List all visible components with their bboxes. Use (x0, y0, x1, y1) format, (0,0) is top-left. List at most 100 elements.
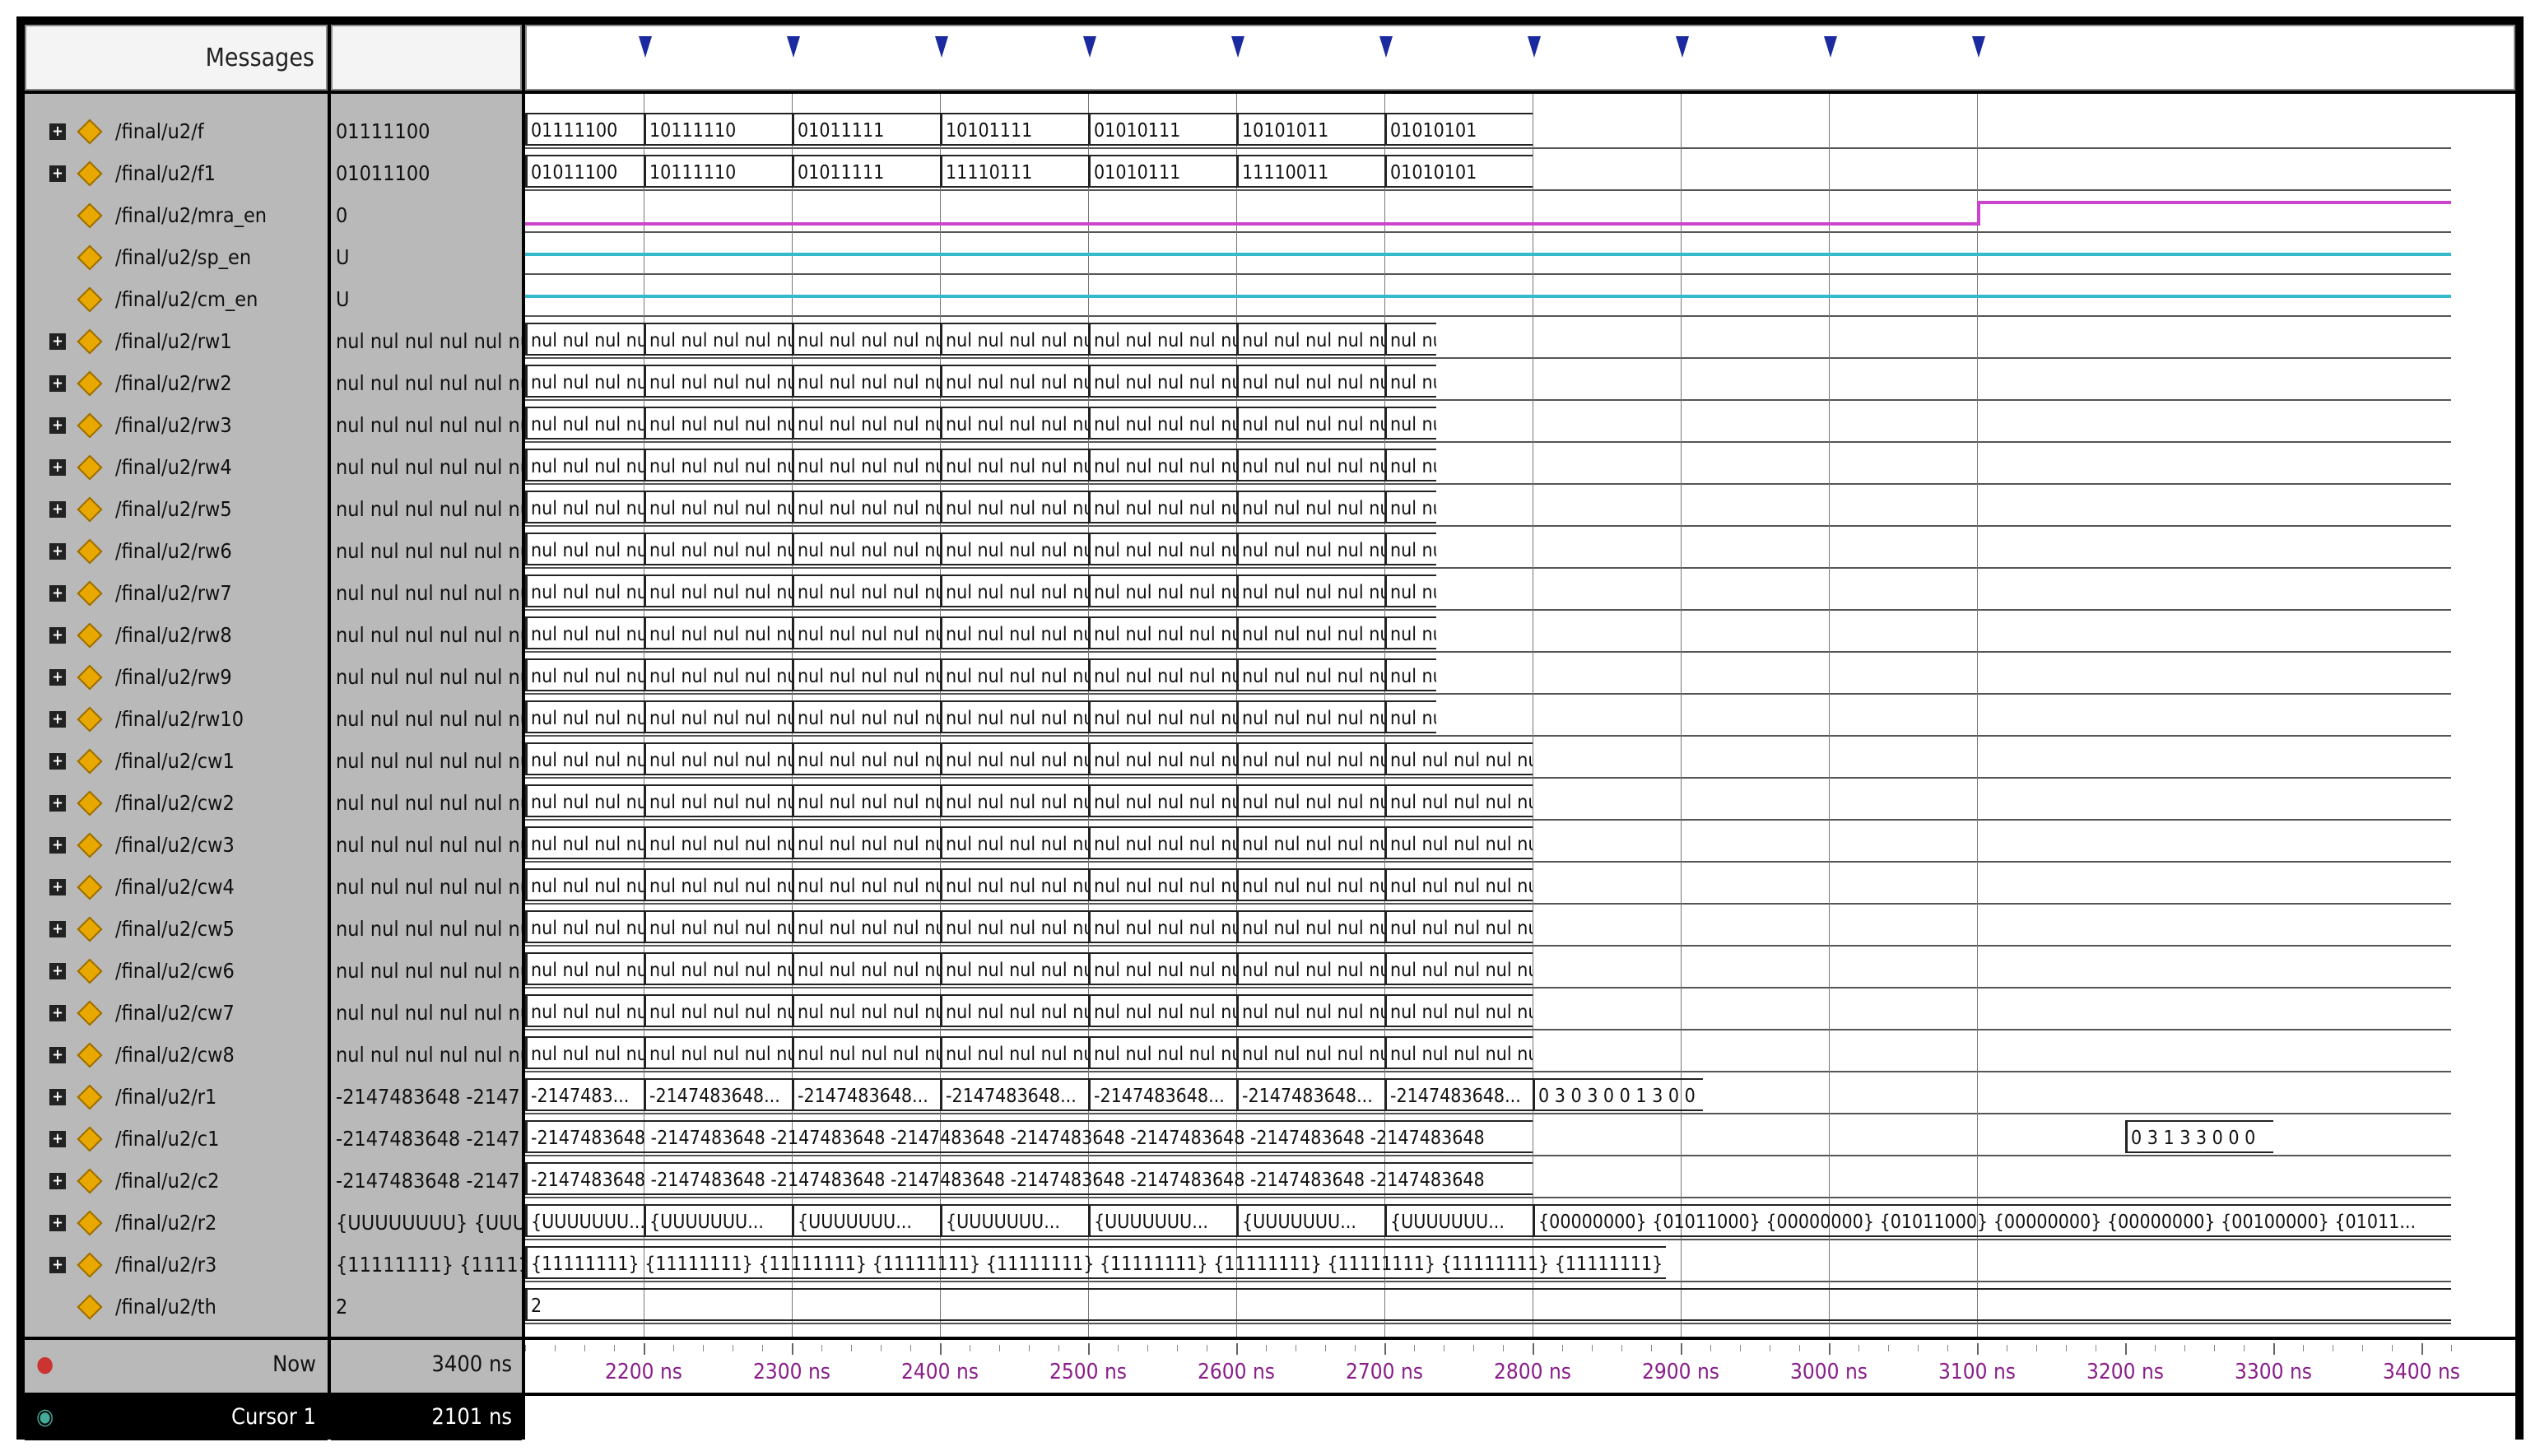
signal-row[interactable]: + /final/u2/rw6 (25, 530, 328, 572)
marker-triangle-icon[interactable] (1824, 36, 1837, 58)
signal-row[interactable]: + /final/u2/rw4 (25, 446, 328, 488)
signal-row[interactable]: + /final/u2/c2 (25, 1160, 328, 1202)
expand-icon[interactable]: + (49, 333, 66, 350)
grid-line (1681, 94, 1682, 1337)
signal-row[interactable]: + /final/u2/rw7 (25, 572, 328, 614)
expand-icon[interactable]: + (49, 836, 66, 854)
time-axis[interactable]: 2200 ns 2300 ns 2400 ns 2500 ns 2600 ns 2700 … (525, 1340, 2515, 1393)
rw-nul-segment: nul nul nul nul nul (525, 323, 644, 356)
signal-row[interactable]: + /final/u2/r3 (25, 1244, 328, 1286)
signal-value: nul nul nul nul nul nul (336, 917, 522, 941)
signal-row[interactable]: + /final/u2/c1 (25, 1118, 328, 1160)
marker-triangle-icon[interactable] (1083, 36, 1096, 58)
expand-icon[interactable]: + (49, 1130, 66, 1147)
signal-row[interactable]: + /final/u2/cw2 (25, 782, 328, 824)
major-tick (1533, 1343, 1534, 1355)
cw-nul-segment: nul nul nul nul nul (1236, 868, 1384, 901)
expand-icon[interactable]: + (49, 500, 66, 518)
signal-row[interactable]: + /final/u2/cw4 (25, 866, 328, 908)
marker-triangle-icon[interactable] (1379, 36, 1393, 58)
cw-nul-segment: nul nul nul nul nul (940, 742, 1088, 775)
expand-icon[interactable]: + (49, 920, 66, 937)
cursor-time-strip[interactable] (525, 1396, 2515, 1440)
expand-icon[interactable]: + (49, 458, 66, 476)
rw-nul-segment: nul nul nul nul nul (525, 533, 644, 565)
expand-icon[interactable]: + (49, 752, 66, 770)
cursor-label-cell[interactable]: ◉ Cursor 1 (25, 1396, 328, 1440)
signal-value-row: nul nul nul nul nul nul (331, 614, 522, 656)
signal-row[interactable]: /final/u2/th (25, 1286, 328, 1328)
signal-row[interactable]: + /final/u2/f1 (25, 152, 328, 194)
expand-icon[interactable]: + (49, 878, 66, 895)
f-segment: 01011111 (792, 113, 940, 146)
signal-row[interactable]: + /final/u2/cw5 (25, 908, 328, 950)
signal-row[interactable]: + /final/u2/cw8 (25, 1034, 328, 1076)
expand-icon[interactable]: + (49, 794, 66, 812)
expand-icon[interactable]: + (49, 416, 66, 434)
signal-row[interactable]: + /final/u2/cw1 (25, 740, 328, 782)
signal-row[interactable]: + /final/u2/rw2 (25, 362, 328, 404)
signal-row[interactable]: + /final/u2/r1 (25, 1076, 328, 1118)
signal-row[interactable]: + /final/u2/rw8 (25, 614, 328, 656)
cursor-lock-icon[interactable]: ◉ (36, 1404, 54, 1430)
signal-diamond-icon (77, 873, 103, 900)
signal-row[interactable]: + /final/u2/cw7 (25, 992, 328, 1034)
signal-name: /final/u2/cw5 (115, 917, 235, 941)
expand-icon[interactable]: + (49, 710, 66, 728)
expand-icon[interactable]: + (49, 123, 66, 140)
signal-row[interactable]: + /final/u2/rw5 (25, 488, 328, 530)
minor-tick (1355, 1345, 1356, 1351)
expand-icon[interactable]: + (49, 1214, 66, 1231)
signal-row[interactable]: + /final/u2/rw10 (25, 698, 328, 740)
marker-triangle-icon[interactable] (1528, 36, 1541, 58)
expand-icon[interactable]: + (49, 165, 66, 182)
signal-value: nul nul nul nul nul nul (336, 1001, 522, 1025)
waveform-pane[interactable]: 01111100 10111110 01011111 10101111 01010111… (525, 94, 2515, 1337)
expand-icon[interactable]: + (49, 1046, 66, 1063)
minor-tick (1799, 1345, 1800, 1351)
rw-nul-segment: nul nul nul nul nul (1384, 533, 1436, 565)
cw-nul-segment: nul nul nul nul nul (792, 784, 940, 817)
signal-row[interactable]: + /final/u2/cw6 (25, 950, 328, 992)
marker-triangle-icon[interactable] (1972, 36, 1985, 58)
rw-nul-segment: nul nul nul nul nul (1236, 407, 1384, 440)
expand-icon[interactable]: + (49, 584, 66, 602)
now-icon: ● (36, 1351, 54, 1377)
cw-nul-segment: nul nul nul nul nul (644, 994, 792, 1027)
expand-icon[interactable]: + (49, 668, 66, 686)
expand-icon[interactable]: + (49, 1088, 66, 1105)
wave-window: Messages + /final/u2/f + /final/u2/f1/final… (16, 16, 2524, 1440)
signal-row[interactable]: + /final/u2/f (25, 110, 328, 152)
expand-icon[interactable]: + (49, 542, 66, 560)
grid-line (1829, 94, 1830, 1337)
expand-icon[interactable]: + (49, 1172, 66, 1189)
major-tick (644, 1343, 645, 1355)
r2-segment: {UUUUUUU... (644, 1204, 792, 1237)
marker-triangle-icon[interactable] (787, 36, 800, 58)
signal-row[interactable]: /final/u2/mra_en (25, 194, 328, 236)
marker-triangle-icon[interactable] (1231, 36, 1244, 58)
signal-row[interactable]: + /final/u2/rw3 (25, 404, 328, 446)
marker-triangle-icon[interactable] (935, 36, 948, 58)
signal-row[interactable]: + /final/u2/rw1 (25, 320, 328, 362)
signal-name-pane[interactable]: + /final/u2/f + /final/u2/f1/final/u2/mra_e… (25, 94, 328, 1337)
minor-tick (1621, 1345, 1622, 1351)
signal-row[interactable]: /final/u2/cm_en (25, 278, 328, 320)
cursor-marker-bar[interactable] (525, 25, 2515, 91)
expand-icon[interactable]: + (49, 962, 66, 979)
signal-row[interactable]: /final/u2/sp_en (25, 236, 328, 278)
expand-icon[interactable]: + (49, 374, 66, 392)
rw-nul-segment: nul nul nul nul nul (644, 658, 792, 691)
marker-triangle-icon[interactable] (1676, 36, 1689, 58)
signal-value-row: 0 (331, 194, 522, 236)
r1-segment: -2147483648... (1236, 1078, 1384, 1111)
expand-icon[interactable]: + (49, 626, 66, 644)
signal-row[interactable]: + /final/u2/r2 (25, 1202, 328, 1244)
marker-triangle-icon[interactable] (639, 36, 652, 58)
expand-icon[interactable]: + (49, 1004, 66, 1021)
signal-name: /final/u2/r1 (115, 1085, 217, 1109)
signal-row[interactable]: + /final/u2/rw9 (25, 656, 328, 698)
expand-icon[interactable]: + (49, 1256, 66, 1273)
tick-label: 2900 ns (1642, 1360, 1719, 1384)
signal-row[interactable]: + /final/u2/cw3 (25, 824, 328, 866)
